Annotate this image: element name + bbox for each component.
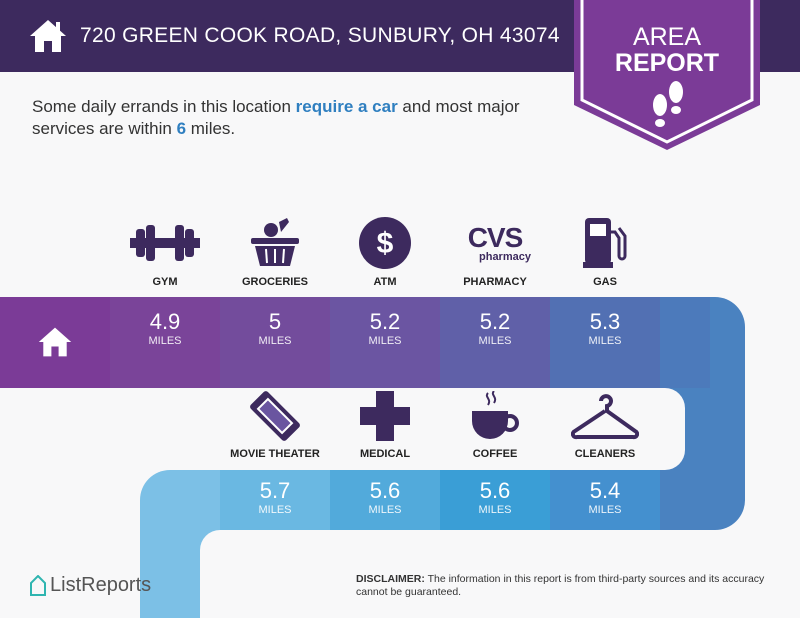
cvs-pharmacy-icon: CVS pharmacy bbox=[467, 221, 531, 263]
address: 720 GREEN COOK ROAD, SUNBURY, OH 43074 bbox=[80, 24, 560, 47]
area-report-badge: AREA REPORT bbox=[574, 0, 760, 150]
label-medical: MEDICAL bbox=[359, 448, 411, 460]
distance-medical: 5.6 MILES bbox=[330, 470, 440, 530]
footprints-icon bbox=[653, 81, 683, 127]
label-coffee: COFFEE bbox=[472, 448, 518, 460]
disclaimer: DISCLAIMER: The information in this repo… bbox=[356, 573, 765, 598]
label-cleaners: CLEANERS bbox=[574, 448, 636, 460]
home-icon bbox=[38, 327, 72, 357]
distance-cleaners: 5.4 MILES bbox=[550, 470, 660, 530]
dumbbell-icon bbox=[110, 215, 220, 271]
ticket-icon bbox=[220, 388, 330, 444]
route-segment bbox=[660, 297, 710, 388]
label-pharmacy: PHARMACY bbox=[463, 276, 527, 288]
footer-area bbox=[200, 530, 800, 618]
svg-text:$: $ bbox=[377, 227, 394, 260]
label-gym: GYM bbox=[152, 276, 178, 288]
listreports-logo-icon bbox=[30, 574, 46, 596]
distance-gym: 4.9 MILES bbox=[110, 297, 220, 388]
badge-line2: REPORT bbox=[615, 49, 719, 77]
label-gas: GAS bbox=[593, 276, 617, 288]
badge-line1: AREA bbox=[633, 23, 701, 51]
distance-coffee: 5.6 MILES bbox=[440, 470, 550, 530]
distance-atm: 5.2 MILES bbox=[330, 297, 440, 388]
gas-pump-icon bbox=[550, 215, 660, 271]
distance-movie-theater: 5.7 MILES bbox=[220, 470, 330, 530]
distance-gas: 5.3 MILES bbox=[550, 297, 660, 388]
distance-groceries: 5 MILES bbox=[220, 297, 330, 388]
label-atm: ATM bbox=[373, 276, 397, 288]
hanger-icon bbox=[550, 388, 660, 444]
label-movie-theater: MOVIE THEATER bbox=[230, 448, 320, 460]
medical-cross-icon bbox=[330, 388, 440, 444]
label-groceries: GROCERIES bbox=[241, 276, 308, 288]
dollar-icon: $ bbox=[330, 215, 440, 271]
distance-pharmacy: 5.2 MILES bbox=[440, 297, 550, 388]
intro-text: Some daily errands in this location requ… bbox=[32, 97, 520, 138]
home-cell bbox=[0, 297, 110, 388]
listreports-logo: ListReports bbox=[30, 574, 151, 597]
basket-icon bbox=[220, 215, 330, 271]
home-icon bbox=[30, 20, 66, 52]
coffee-cup-icon bbox=[440, 388, 550, 444]
